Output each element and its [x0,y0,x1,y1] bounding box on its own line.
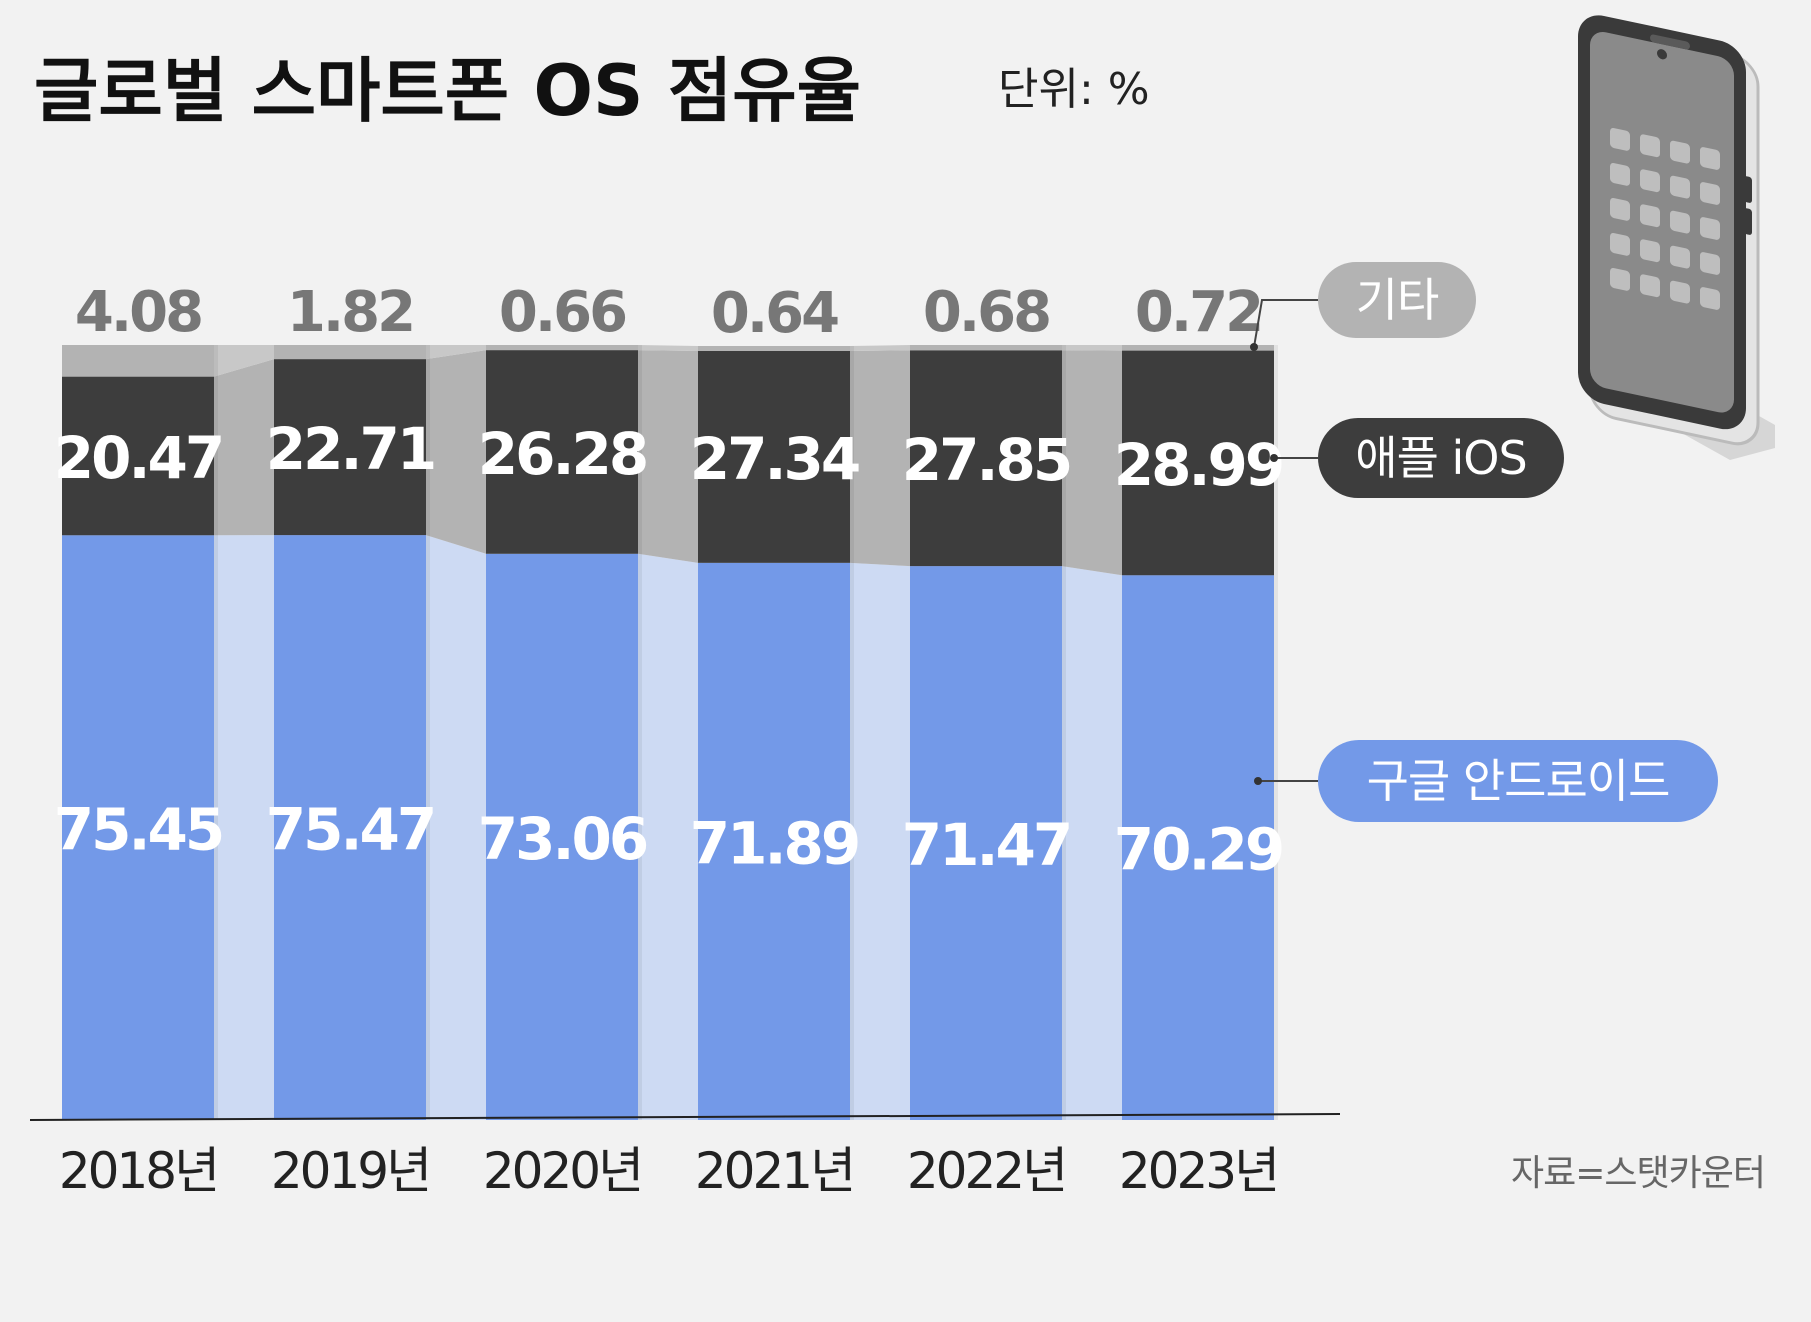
bar-android [274,535,426,1120]
value-labels: 75.45 20.47 4.08 75.47 22.71 1.82 73.06 26.28 0.… [54,280,1285,884]
bar-other [698,346,850,351]
value-label-android: 70.29 [1114,816,1282,884]
value-label-ios: 28.99 [1114,431,1282,499]
android-band [850,562,910,1120]
x-tick-label: 2019년 [271,1142,429,1200]
bar-ios [62,376,214,536]
legend-label: 기타 [1356,273,1439,327]
other-band [426,345,486,360]
bar-ios [274,359,426,536]
value-label-android: 71.47 [902,811,1070,879]
bar-other [62,345,214,377]
android-band [214,535,274,1120]
bar-android [1122,575,1274,1120]
ios-band [850,350,910,567]
bars [62,345,1278,1120]
ios-band [638,350,698,563]
other-band [214,345,274,377]
x-tick-label: 2020년 [483,1142,641,1200]
value-label-ios: 27.34 [690,425,859,493]
chart-title: 글로벌 스마트폰 OS 점유율 [34,50,861,132]
x-axis-line [29,1113,1341,1121]
value-label-ios: 22.71 [266,415,434,483]
ios-band [426,350,486,554]
value-label-android: 73.06 [478,805,647,873]
value-label-android: 75.45 [54,796,222,864]
other-band [638,345,698,351]
other-band [850,345,910,351]
value-label-other: 0.64 [711,281,838,346]
android-band [638,553,698,1120]
bar-other [1122,345,1274,351]
x-tick-label: 2023년 [1119,1142,1277,1200]
value-label-ios: 20.47 [54,424,222,492]
bar-android [910,566,1062,1120]
source-note: 자료=스탯카운터 [1511,1153,1765,1194]
legend-leader-line [1253,299,1318,348]
value-label-other: 0.72 [1135,280,1261,345]
android-band [426,535,486,1120]
legend-item-android: 구글 안드로이드 [1254,740,1718,822]
legend-anchor-dot [1250,343,1258,351]
x-tick-label: 2021년 [695,1142,853,1200]
value-label-android: 71.89 [690,809,858,877]
value-label-ios: 26.28 [478,420,646,488]
ios-band [214,359,274,536]
android-band [1062,566,1122,1120]
bar-other [910,345,1062,351]
legend-pill [1318,418,1564,498]
ios-band [1062,350,1122,576]
legend-anchor-dot [1254,777,1262,785]
value-label-other: 1.82 [287,280,413,345]
bar-android [62,535,214,1120]
value-label-android: 75.47 [266,796,434,864]
legend-label: 애플 iOS [1355,431,1526,485]
bar-android [698,562,850,1120]
legend-item-other: 기타 [1250,262,1476,351]
other-band [1062,345,1122,351]
legend-pill [1318,262,1476,338]
bar-ios [486,350,638,554]
bar-other [486,345,638,351]
unit-label: 단위: % [998,64,1150,115]
transition-bands [214,345,1122,1120]
x-tick-label: 2018년 [59,1142,217,1200]
value-label-other: 4.08 [75,280,201,345]
bar-ios [698,350,850,563]
legend-item-ios: 애플 iOS [1270,418,1564,498]
legend-pill [1318,740,1718,822]
x-axis: 2018년 2019년 2020년 2021년 2022년 2023년 [29,1113,1341,1200]
x-tick-label: 2022년 [907,1142,1065,1200]
bar-android [486,553,638,1120]
legend-label: 구글 안드로이드 [1367,754,1670,808]
value-label-other: 0.66 [499,280,625,345]
value-label-ios: 27.85 [902,426,1070,494]
smartphone-icon [1578,15,1775,460]
value-label-other: 0.68 [923,280,1049,345]
bar-other [274,345,426,360]
bar-ios [910,350,1062,567]
legend-anchor-dot [1270,454,1278,462]
bar-ios [1122,350,1274,576]
